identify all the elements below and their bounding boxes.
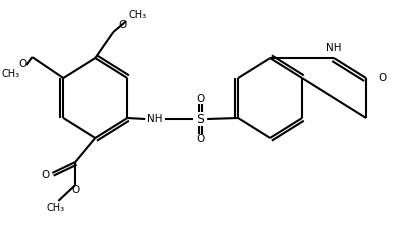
- Text: O: O: [18, 59, 27, 69]
- Text: NH: NH: [148, 114, 163, 124]
- Text: O: O: [71, 185, 80, 195]
- Text: O: O: [41, 170, 49, 180]
- Text: S: S: [196, 112, 204, 125]
- Text: O: O: [378, 73, 386, 83]
- Text: O: O: [118, 20, 127, 30]
- Text: CH₃: CH₃: [128, 10, 146, 20]
- Text: NH: NH: [326, 43, 342, 53]
- Text: O: O: [196, 94, 204, 104]
- Text: O: O: [196, 134, 204, 144]
- Text: CH₃: CH₃: [46, 203, 64, 213]
- Text: CH₃: CH₃: [1, 69, 20, 79]
